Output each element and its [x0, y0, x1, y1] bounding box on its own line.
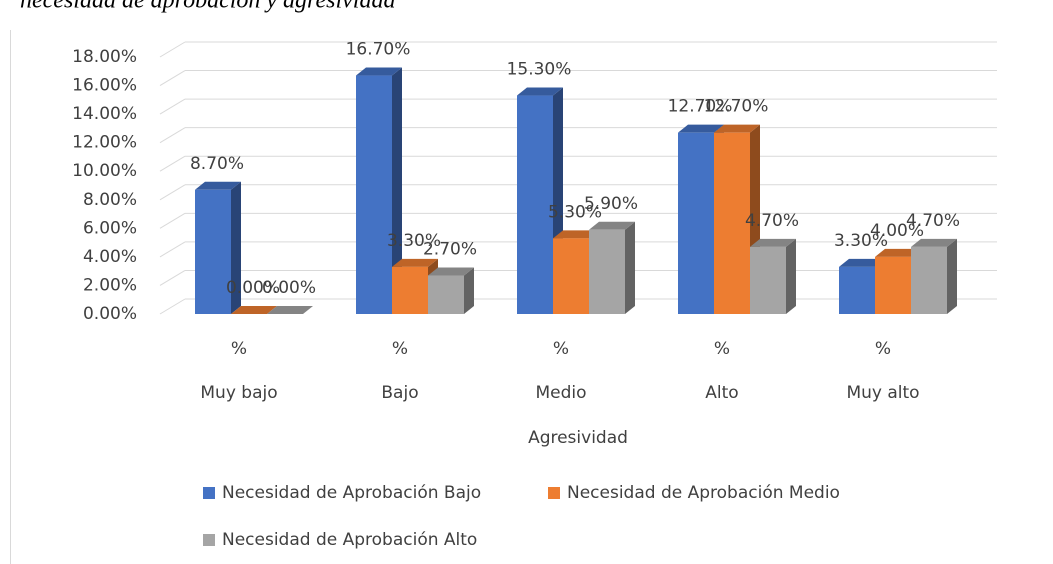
bar-top: [392, 258, 438, 267]
x-subcategory-label: %: [553, 339, 569, 359]
grid-line-depth: [159, 155, 186, 172]
bar-side: [464, 267, 474, 314]
bar: [517, 95, 553, 314]
x-tick-label: Muy bajo: [200, 383, 277, 403]
x-axis-title: Agresividad: [528, 428, 628, 448]
bar: [392, 266, 428, 314]
bar: [356, 75, 392, 314]
data-label: 4.70%: [906, 211, 960, 231]
bar-top: [267, 306, 313, 314]
bar: [911, 246, 947, 314]
grid-line-depth: [159, 127, 186, 144]
bar-top: [839, 258, 885, 267]
bar-side: [231, 181, 241, 314]
bar-3d: [517, 87, 563, 314]
bar-top: [875, 248, 921, 257]
x-tick-label: Muy alto: [846, 383, 919, 403]
x-subcategory-label: %: [714, 339, 730, 359]
y-tick-label: 10.00%: [72, 161, 137, 181]
grid-line-depth: [159, 270, 186, 286]
y-tick-label: 4.00%: [83, 247, 137, 267]
bar: [678, 132, 714, 314]
x-subcategory-label: %: [231, 339, 247, 359]
bar-top: [553, 230, 599, 239]
bar-side: [392, 67, 402, 314]
y-tick-label: 0.00%: [83, 304, 137, 324]
bar: [195, 189, 231, 314]
bar-3d: [911, 238, 957, 314]
bar-3d: [195, 181, 241, 314]
y-tick-label: 14.00%: [72, 104, 137, 124]
bar-top: [589, 221, 635, 230]
data-label: 4.70%: [745, 211, 799, 231]
data-label: 16.70%: [346, 40, 411, 60]
bar: [750, 246, 786, 314]
data-label: 8.70%: [190, 154, 244, 174]
legend-label: Necesidad de Aprobación Bajo: [222, 483, 481, 503]
data-label: 12.70%: [704, 97, 769, 117]
data-label: 15.30%: [507, 60, 572, 80]
grid-line-depth: [159, 98, 186, 115]
y-tick-label: 16.00%: [72, 76, 137, 96]
data-label: 12.70%: [668, 97, 733, 117]
data-label: 4.00%: [870, 221, 924, 241]
bar-3d: [750, 238, 796, 314]
bar-3d: [267, 306, 313, 314]
legend-swatch: [203, 534, 215, 546]
y-tick-label: 8.00%: [83, 190, 137, 210]
data-label: 3.30%: [834, 231, 888, 251]
bar-top: [911, 238, 957, 247]
x-tick-label: Bajo: [381, 383, 418, 403]
bar-side: [786, 238, 796, 314]
grid-line-depth: [159, 184, 186, 201]
bar-top: [678, 124, 724, 133]
y-tick-label: 6.00%: [83, 218, 137, 238]
bar-side: [625, 221, 635, 314]
bar-3d: [589, 221, 635, 314]
bar-top: [750, 238, 796, 247]
grid-line-depth: [159, 212, 186, 229]
legend-label: Necesidad de Aprobación Alto: [222, 530, 477, 550]
bar-top: [714, 124, 760, 133]
bar-top: [195, 181, 241, 190]
bar-3d: [356, 67, 402, 314]
y-tick-label: 18.00%: [72, 47, 137, 67]
bar-3d: [231, 306, 277, 314]
legend-swatch: [203, 487, 215, 499]
data-label: 0.00%: [226, 278, 280, 298]
bar-top: [517, 87, 563, 96]
grid-line-depth: [159, 41, 186, 58]
data-label: 2.70%: [423, 239, 477, 259]
y-tick-label: 2.00%: [83, 275, 137, 295]
x-subcategory-label: %: [875, 339, 891, 359]
bar-3d: [428, 267, 474, 314]
legend-swatch: [548, 487, 560, 499]
bar: [875, 256, 911, 314]
data-label: 3.30%: [387, 231, 441, 251]
x-subcategory-label: %: [392, 339, 408, 359]
bar: [714, 132, 750, 314]
x-tick-label: Alto: [705, 383, 738, 403]
x-tick-label: Medio: [535, 383, 586, 403]
grid-line-depth: [159, 298, 186, 315]
bar-top: [231, 306, 277, 314]
bar-side: [947, 238, 957, 314]
bar: [553, 238, 589, 314]
bar-top: [428, 267, 474, 276]
bar: [839, 266, 875, 314]
y-tick-label: 12.00%: [72, 133, 137, 153]
data-label: 0.00%: [262, 278, 316, 298]
bar-top: [356, 67, 402, 76]
grid-line-depth: [159, 70, 186, 86]
data-label: 5.30%: [548, 202, 602, 222]
bar: [428, 275, 464, 314]
legend-label: Necesidad de Aprobación Medio: [567, 483, 840, 503]
chart-title: necesidad de aprobación y agresividad: [20, 0, 396, 14]
grid-line-depth: [159, 241, 186, 258]
bar: [589, 229, 625, 314]
data-label: 5.90%: [584, 194, 638, 214]
